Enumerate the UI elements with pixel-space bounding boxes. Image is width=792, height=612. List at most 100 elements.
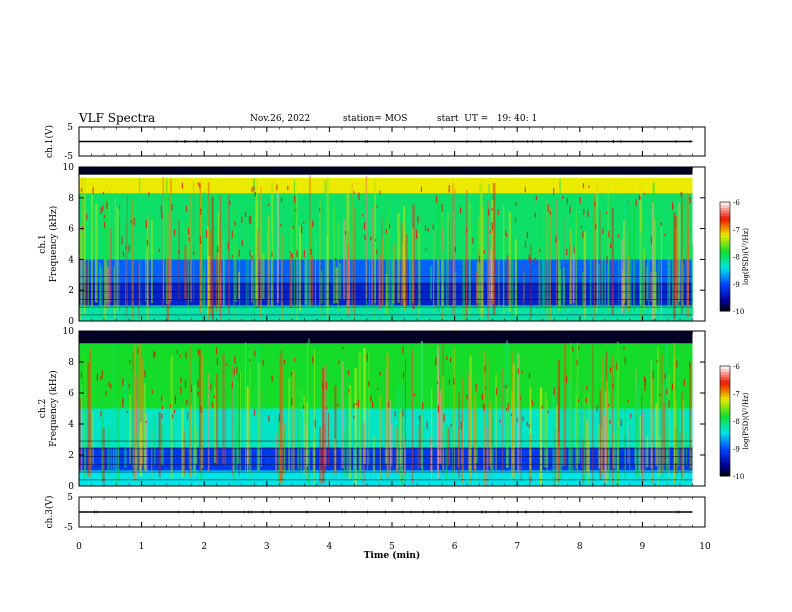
ch1-spectrogram-panel-speckle — [689, 196, 691, 204]
ch1-spectrogram-panel-speckle — [106, 201, 108, 210]
ch2-spectrogram-panel-streak — [404, 438, 406, 476]
ch2-spectrogram-panel-colorbar-cell — [720, 473, 730, 477]
ch1-spectrogram-panel-speckle — [292, 225, 294, 230]
ch1-spectrogram-panel-streak — [253, 178, 256, 317]
ch2-spectrogram-panel-streak — [679, 432, 681, 472]
ch2-spectrogram-panel-speckle — [505, 408, 508, 411]
ch2-spectrogram-panel-streak — [256, 347, 259, 473]
ch1-spectrogram-panel-streak — [83, 177, 86, 315]
ch1-spectrogram-panel-streak — [480, 180, 483, 317]
ch2-spectrogram-panel-streak — [327, 412, 330, 467]
ch1-spectrogram-panel-streak — [447, 211, 449, 310]
ch1-spectrogram-panel-speckle — [119, 205, 121, 209]
ch2-spectrogram-panel-streak — [341, 361, 344, 469]
ch1-spectrogram-panel-speckle — [231, 254, 233, 258]
ch1-spectrogram-panel-streak — [508, 212, 512, 312]
ch1-spectrogram-panel-colorbar-cell — [720, 305, 730, 309]
ch2-spectrogram-panel-speckle — [517, 368, 519, 374]
station-label: station= MOS — [343, 114, 408, 124]
ch1-spectrogram-panel-streak — [596, 179, 598, 312]
ch2-spectrogram-panel-streak — [239, 371, 241, 471]
ch2-spectrogram-panel-speckle — [577, 399, 580, 402]
ch1-spectrogram-panel-streak — [604, 211, 607, 306]
ch2-spectrogram-panel-streak — [343, 428, 346, 479]
ch1-spectrogram-panel-speckle — [254, 192, 256, 197]
ch2-spectrogram-panel-speckle — [184, 380, 187, 388]
ch1-spectrogram-panel-streak — [678, 202, 681, 302]
ch2-spectrogram-panel-ylabel-frequency: Frequency (kHz) — [48, 370, 59, 447]
ch2-spectrogram-panel-streak — [384, 409, 388, 464]
ch2-spectrogram-panel-speckle — [153, 350, 155, 356]
ch2-spectrogram-panel-speckle — [659, 393, 661, 397]
ch1-spectrogram-panel-streak — [219, 273, 222, 320]
ch1-spectrogram-panel-streak — [234, 244, 237, 303]
x-tick-label: 4 — [327, 542, 333, 552]
ch1-spectrogram-panel-streak — [87, 227, 90, 313]
ch2-spectrogram-panel-streak — [279, 426, 281, 484]
ch2-spectrogram-panel-speckle — [377, 387, 379, 390]
ch1-spectrogram-panel-streak — [219, 229, 222, 304]
ch2-spectrogram-panel-streak — [352, 422, 355, 478]
ch2-spectrogram-panel-speckle — [623, 346, 625, 350]
ch2-spectrogram-panel-speckle — [186, 411, 189, 420]
ch1-spectrogram-panel-streak — [477, 216, 481, 313]
ch2-spectrogram-panel-speckle — [212, 402, 214, 408]
ch1-spectrogram-panel-speckle — [251, 254, 253, 262]
ch1-spectrogram-panel-speckle — [489, 230, 492, 234]
ch2-spectrogram-panel-streak — [314, 349, 316, 484]
ch1-spectrogram-panel-streak — [125, 223, 127, 320]
ch2-spectrogram-panel-speckle — [278, 414, 281, 422]
ch1-spectrogram-panel-streak — [593, 193, 595, 319]
ch1-spectrogram-panel-streak — [409, 213, 412, 305]
ch2-spectrogram-panel-streak — [89, 352, 91, 471]
ch2-spectrogram-panel-streak — [158, 412, 161, 477]
ch1-spectrogram-panel-speckle — [199, 236, 201, 243]
ch1-spectrogram-panel-speckle — [555, 236, 557, 244]
ch2-spectrogram-panel — [78, 330, 706, 487]
ch1-spectrogram-panel-colorbar-cell — [720, 275, 730, 279]
ch1-spectrogram-panel-streak — [139, 178, 141, 316]
ch1-spectrogram-panel-streak — [658, 210, 660, 310]
ch1-spectrogram-panel-streak — [324, 180, 327, 312]
ch2-spectrogram-panel-streak — [129, 394, 131, 464]
ch1-spectrogram-panel-streak — [204, 192, 206, 311]
ch1-spectrogram-panel-streak — [453, 217, 455, 315]
ch1-spectrogram-panel-colorbar-cell — [720, 294, 730, 298]
ch2-spectrogram-panel-streak — [577, 412, 581, 464]
ch1-spectrogram-panel-speckle — [389, 224, 391, 229]
ch1-spectrogram-panel-ytick-label: 4 — [68, 255, 74, 265]
ch2-spectrogram-panel-speckle — [644, 377, 646, 386]
ch2-spectrogram-panel-speckle — [172, 414, 174, 419]
ch2-spectrogram-panel-streak — [411, 350, 414, 485]
ch2-spectrogram-panel-streak — [680, 391, 684, 478]
ch1-spectrogram-panel-speckle — [535, 195, 538, 201]
ch2-spectrogram-panel-streak — [417, 426, 419, 471]
ch2-spectrogram-panel-speckle — [449, 358, 452, 363]
ch1-spectrogram-panel-band — [79, 167, 693, 175]
ch2-spectrogram-panel-streak — [546, 400, 548, 472]
ch2-spectrogram-panel-streak — [353, 439, 357, 471]
ch2-spectrogram-panel-speckle — [186, 399, 188, 405]
ch2-spectrogram-panel-streak — [200, 353, 204, 469]
ch1-spectrogram-panel-streak — [607, 182, 609, 311]
ch1-spectrogram-panel-streak — [677, 204, 680, 314]
ch1-spectrogram-panel-speckle — [472, 237, 474, 244]
ch1-spectrogram-panel-streak — [193, 181, 195, 301]
ch1-spectrogram-panel-colorbar-tick: -8 — [733, 254, 740, 262]
ch1-spectrogram-panel-speckle — [534, 257, 536, 264]
ch2-spectrogram-panel-streak — [225, 406, 227, 467]
ch2-spectrogram-panel-speckle — [236, 366, 238, 374]
ch1-spectrogram-panel-speckle — [682, 258, 685, 266]
ch1-spectrogram-panel-speckle — [562, 196, 564, 199]
ch2-spectrogram-panel-colorbar-tick: -10 — [733, 473, 744, 481]
ch2-spectrogram-panel-streak — [244, 342, 246, 473]
ch2-spectrogram-panel-streak — [457, 428, 460, 468]
ch2-spectrogram-panel-speckle — [418, 415, 421, 420]
ch2-spectrogram-panel-speckle — [531, 399, 533, 403]
ch1-spectrogram-panel-speckle — [672, 202, 674, 210]
ch2-spectrogram-panel-streak — [233, 377, 236, 485]
ch2-spectrogram-panel-streak — [139, 422, 143, 477]
x-axis-label: Time (min) — [364, 550, 421, 561]
ch1-spectrogram-panel-streak — [546, 200, 548, 319]
